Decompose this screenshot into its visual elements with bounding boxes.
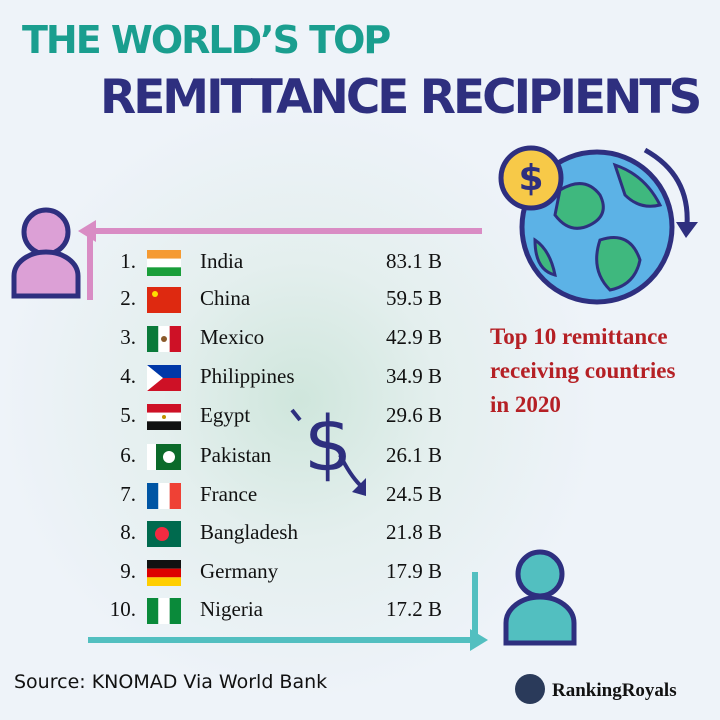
flags bbox=[147, 250, 181, 624]
rank: 10. bbox=[110, 597, 136, 621]
country: Bangladesh bbox=[200, 520, 298, 544]
flag-part bbox=[158, 598, 170, 624]
flag-part bbox=[147, 267, 181, 276]
title-line2: REMITTANCE RECIPIENTS bbox=[100, 70, 699, 125]
ranking-list: 1. India 83.1 B 2. China 59.5 B 3. Mexico 42.9 B… bbox=[110, 249, 442, 621]
rank: 7. bbox=[120, 482, 136, 506]
country: Egypt bbox=[200, 403, 250, 427]
rank: 3. bbox=[120, 325, 136, 349]
flag-part bbox=[147, 598, 159, 624]
note-line: Top 10 remittance bbox=[490, 324, 668, 349]
flag-part bbox=[147, 404, 181, 413]
amount: 17.2 B bbox=[386, 597, 442, 621]
country: China bbox=[200, 286, 251, 310]
svg-text:$: $ bbox=[518, 158, 543, 199]
flag-part bbox=[152, 291, 158, 297]
svg-text:$: $ bbox=[304, 399, 352, 488]
country: Germany bbox=[200, 559, 279, 583]
brand: RankingRoyals bbox=[552, 680, 677, 701]
rank: 9. bbox=[120, 559, 136, 583]
flag-part bbox=[147, 287, 181, 313]
flag-part bbox=[147, 483, 159, 509]
flag-part bbox=[147, 560, 181, 569]
title-line1: THE WORLD’S TOP bbox=[22, 18, 390, 62]
flag-part bbox=[169, 483, 181, 509]
amount: 17.9 B bbox=[386, 559, 442, 583]
flag-part bbox=[161, 336, 167, 342]
rank: 5. bbox=[120, 403, 136, 427]
amount: 21.8 B bbox=[386, 520, 442, 544]
country: Philippines bbox=[200, 364, 295, 388]
flag-part bbox=[147, 577, 181, 586]
flag-part bbox=[147, 258, 181, 268]
arrow-head bbox=[78, 220, 96, 242]
note-line: in 2020 bbox=[490, 392, 561, 417]
flag-part bbox=[147, 568, 181, 578]
rank: 4. bbox=[120, 364, 136, 388]
rank: 6. bbox=[120, 443, 136, 467]
flag-part bbox=[147, 365, 163, 391]
country: India bbox=[200, 249, 244, 273]
country: France bbox=[200, 482, 257, 506]
amount: 29.6 B bbox=[386, 403, 442, 427]
rank: 8. bbox=[120, 520, 136, 544]
arrow-head bbox=[470, 629, 488, 651]
amount: 26.1 B bbox=[386, 443, 442, 467]
person-icon bbox=[11, 207, 81, 299]
country: Nigeria bbox=[200, 597, 264, 621]
flag-part bbox=[162, 415, 166, 419]
note-line: receiving countries bbox=[490, 358, 675, 383]
dollar-icon: $ bbox=[290, 399, 366, 496]
person-icon bbox=[503, 549, 577, 646]
globe-icon: $ bbox=[498, 145, 698, 305]
amount: 59.5 B bbox=[386, 286, 442, 310]
logo-icon bbox=[515, 674, 545, 704]
flag-part bbox=[169, 598, 181, 624]
flag-part bbox=[147, 421, 181, 430]
country: Mexico bbox=[200, 325, 264, 349]
amount: 83.1 B bbox=[386, 249, 442, 273]
flag-part bbox=[169, 326, 181, 352]
flag-part bbox=[158, 483, 170, 509]
source: Source: KNOMAD Via World Bank bbox=[14, 671, 327, 693]
rank: 2. bbox=[120, 286, 136, 310]
amount: 34.9 B bbox=[386, 364, 442, 388]
amount: 42.9 B bbox=[386, 325, 442, 349]
country: Pakistan bbox=[200, 443, 272, 467]
rank: 1. bbox=[120, 249, 136, 273]
flag-part bbox=[155, 527, 169, 541]
flag-part bbox=[147, 250, 181, 259]
flag-part bbox=[147, 326, 159, 352]
amount: 24.5 B bbox=[386, 482, 442, 506]
flag-part bbox=[163, 451, 175, 463]
